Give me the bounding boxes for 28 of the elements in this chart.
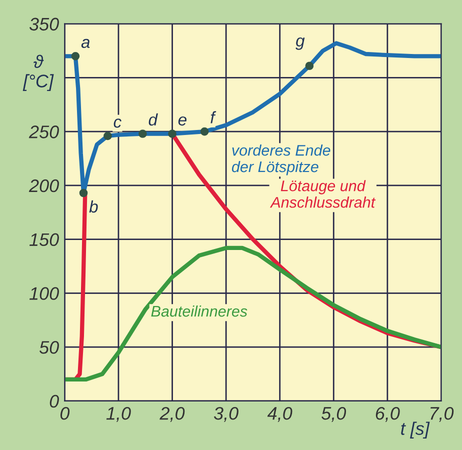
text: Lötauge und Anschlussdraht	[270, 180, 376, 208]
x-tick-label: 6,0	[376, 406, 400, 422]
annotation: f	[210, 111, 216, 124]
series-label: Bauteilinneres	[151, 305, 248, 317]
y-tick-label: 200	[28, 179, 59, 192]
y-tick-label: 350	[29, 18, 59, 31]
line-series	[64, 246, 442, 382]
x-tick-label: 5,0	[321, 406, 346, 422]
annotation: a	[81, 38, 90, 48]
x-tick-label: 3,0	[214, 406, 238, 422]
y-tick-label: 100	[29, 287, 59, 300]
y-tick-label: 150	[29, 233, 59, 246]
annotation: c	[114, 118, 122, 128]
y-tick-label: 250	[28, 126, 59, 138]
annotation: d	[148, 113, 158, 126]
x-tick-label: 1,0	[106, 406, 131, 422]
annotation: g	[296, 37, 305, 50]
x-tick-label: 0	[60, 406, 70, 420]
x-tick-label: 7,0	[430, 406, 454, 422]
series-label: vorderes Ende der Lötspitze	[232, 144, 330, 176]
y-tick-label: 0	[50, 394, 59, 408]
y-tick-label: 50	[39, 341, 59, 354]
x-axis-title: t [s]	[401, 422, 430, 439]
x-tick-label: 4,0	[267, 406, 292, 422]
annotation: b	[89, 200, 98, 213]
annotation: e	[178, 116, 186, 126]
x-tick-label: 2,0	[160, 406, 185, 422]
y-axis-title: ϑ [°C]	[22, 54, 54, 92]
